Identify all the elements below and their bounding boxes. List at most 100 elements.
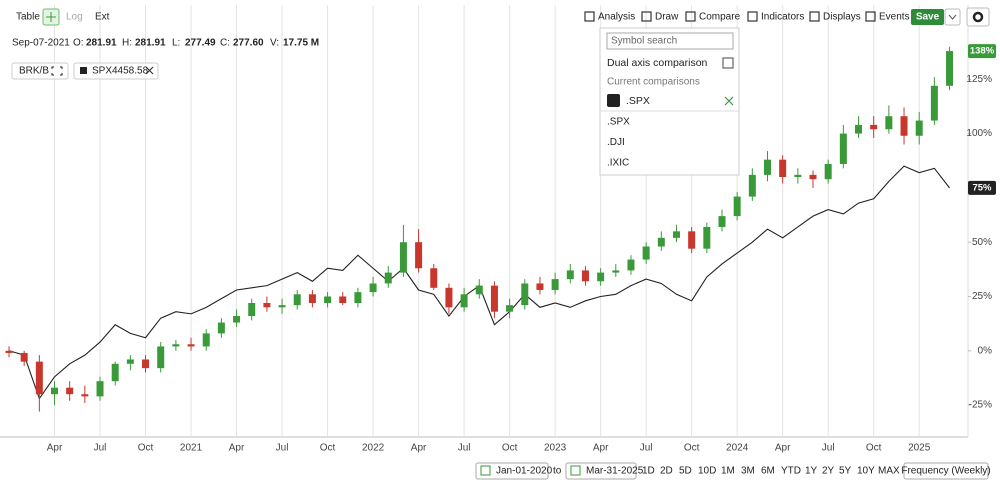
- crosshair-icon: [46, 12, 56, 22]
- chevron: [948, 14, 957, 20]
- toolbar-button[interactable]: Compare: [699, 12, 741, 23]
- info-label: V:: [270, 38, 279, 49]
- candle-body: [779, 159, 787, 178]
- toolbar-icon: [584, 11, 595, 22]
- candle-body: [278, 305, 286, 308]
- candle-body: [157, 346, 165, 369]
- dual-axis-checkbox[interactable]: [722, 57, 734, 69]
- candle-body: [764, 159, 771, 175]
- candle-body: [672, 231, 680, 238]
- candle-body: [233, 316, 241, 323]
- period-button[interactable]: 10Y: [857, 466, 875, 477]
- candle-body: [172, 344, 180, 347]
- info-value: 17.75 M: [283, 38, 319, 49]
- remove-icon: [724, 96, 734, 106]
- period-button[interactable]: MAX: [878, 466, 900, 477]
- candle-body: [415, 242, 423, 269]
- range-to: to: [553, 466, 562, 477]
- toolbar-button[interactable]: Log: [66, 12, 83, 23]
- candle-body: [809, 174, 817, 180]
- save-button[interactable]: Save: [916, 12, 940, 23]
- info-label: L:: [172, 38, 180, 49]
- period-button[interactable]: 1D: [642, 466, 655, 477]
- candle-body: [733, 196, 741, 217]
- calendar-icon: [570, 465, 581, 476]
- last-value-badge: [968, 180, 996, 195]
- toolbar-button[interactable]: Analysis: [598, 12, 635, 23]
- date-box[interactable]: [475, 462, 549, 480]
- x-tick-label: Apr: [411, 443, 427, 454]
- candle-body: [293, 294, 301, 306]
- candle-body: [748, 174, 756, 197]
- period-button[interactable]: 10D: [698, 466, 716, 477]
- frequency[interactable]: Frequency (Weekly): [901, 466, 990, 477]
- frequency-box[interactable]: [903, 462, 989, 480]
- period-button[interactable]: YTD: [781, 466, 801, 477]
- suggestion[interactable]: .IXIC: [607, 158, 629, 169]
- candle-body: [885, 116, 893, 130]
- candle-body: [384, 272, 392, 284]
- toolbar-button[interactable]: Indicators: [761, 12, 804, 23]
- settings-button[interactable]: [966, 7, 990, 27]
- color-chip[interactable]: [607, 94, 620, 107]
- period-button[interactable]: 2Y: [822, 466, 835, 477]
- compare-menu: [599, 27, 740, 176]
- candle-body: [900, 116, 908, 136]
- last-value-label: 138%: [970, 46, 995, 57]
- x-tick-label: Jul: [94, 443, 107, 454]
- candle-body: [96, 381, 104, 397]
- toolbar-icon: [865, 11, 876, 22]
- candle-body: [202, 333, 210, 347]
- save-menu[interactable]: [944, 8, 961, 26]
- symbol-search[interactable]: [606, 32, 734, 50]
- toolbar-button[interactable]: Table: [16, 12, 40, 23]
- date-box[interactable]: [565, 462, 637, 480]
- legend-chip[interactable]: [73, 62, 159, 80]
- period-button[interactable]: 6M: [761, 466, 775, 477]
- candle-body: [430, 268, 438, 288]
- toolbar-icon: [809, 11, 820, 22]
- toolbar-button[interactable]: Draw: [655, 12, 679, 23]
- candle-body: [581, 270, 589, 282]
- toolbar-icon: [747, 11, 758, 22]
- x-tick-label: Jul: [458, 443, 471, 454]
- candle-body: [490, 285, 498, 312]
- period-button[interactable]: 5Y: [839, 466, 852, 477]
- x-tick-label: 2021: [180, 443, 203, 454]
- period-button[interactable]: 1M: [721, 466, 735, 477]
- period-button[interactable]: 1Y: [805, 466, 818, 477]
- y-tick-label: 50%: [972, 237, 992, 248]
- dual-axis-label: Dual axis comparison: [607, 57, 708, 69]
- x-tick-label: Jul: [822, 443, 835, 454]
- candle-body: [187, 344, 195, 347]
- period-button[interactable]: 2D: [660, 466, 673, 477]
- toolbar-button[interactable]: Ext: [95, 12, 110, 23]
- candle-body: [703, 226, 711, 249]
- candle-body: [688, 231, 696, 249]
- info-value: 277.49: [185, 38, 216, 49]
- candle-body: [627, 259, 635, 271]
- candle-body: [35, 361, 43, 395]
- candle-body: [308, 294, 316, 303]
- period-button[interactable]: 3M: [741, 466, 755, 477]
- x-tick-label: Jul: [276, 443, 289, 454]
- save-button-bg[interactable]: [911, 9, 944, 25]
- period-button[interactable]: 5D: [679, 466, 692, 477]
- legend-swatch: [80, 67, 87, 74]
- suggestion[interactable]: .DJI: [607, 137, 625, 148]
- y-tick-label: 125%: [966, 74, 992, 85]
- expand-icon: [51, 66, 63, 76]
- y-tick-label: 0%: [978, 345, 993, 356]
- toolbar-button[interactable]: Displays: [823, 12, 861, 23]
- suggestion[interactable]: .SPX: [607, 117, 630, 128]
- info-label: O:: [73, 38, 84, 49]
- candle-body: [354, 292, 362, 303]
- toolbar-button[interactable]: Events: [879, 12, 910, 23]
- candle-body: [521, 283, 529, 306]
- x-tick-label: Apr: [593, 443, 609, 454]
- info-value: 281.91: [135, 38, 166, 49]
- section-heading: Current comparisons: [607, 77, 700, 88]
- candle-body: [870, 124, 878, 130]
- candle-body: [718, 216, 726, 227]
